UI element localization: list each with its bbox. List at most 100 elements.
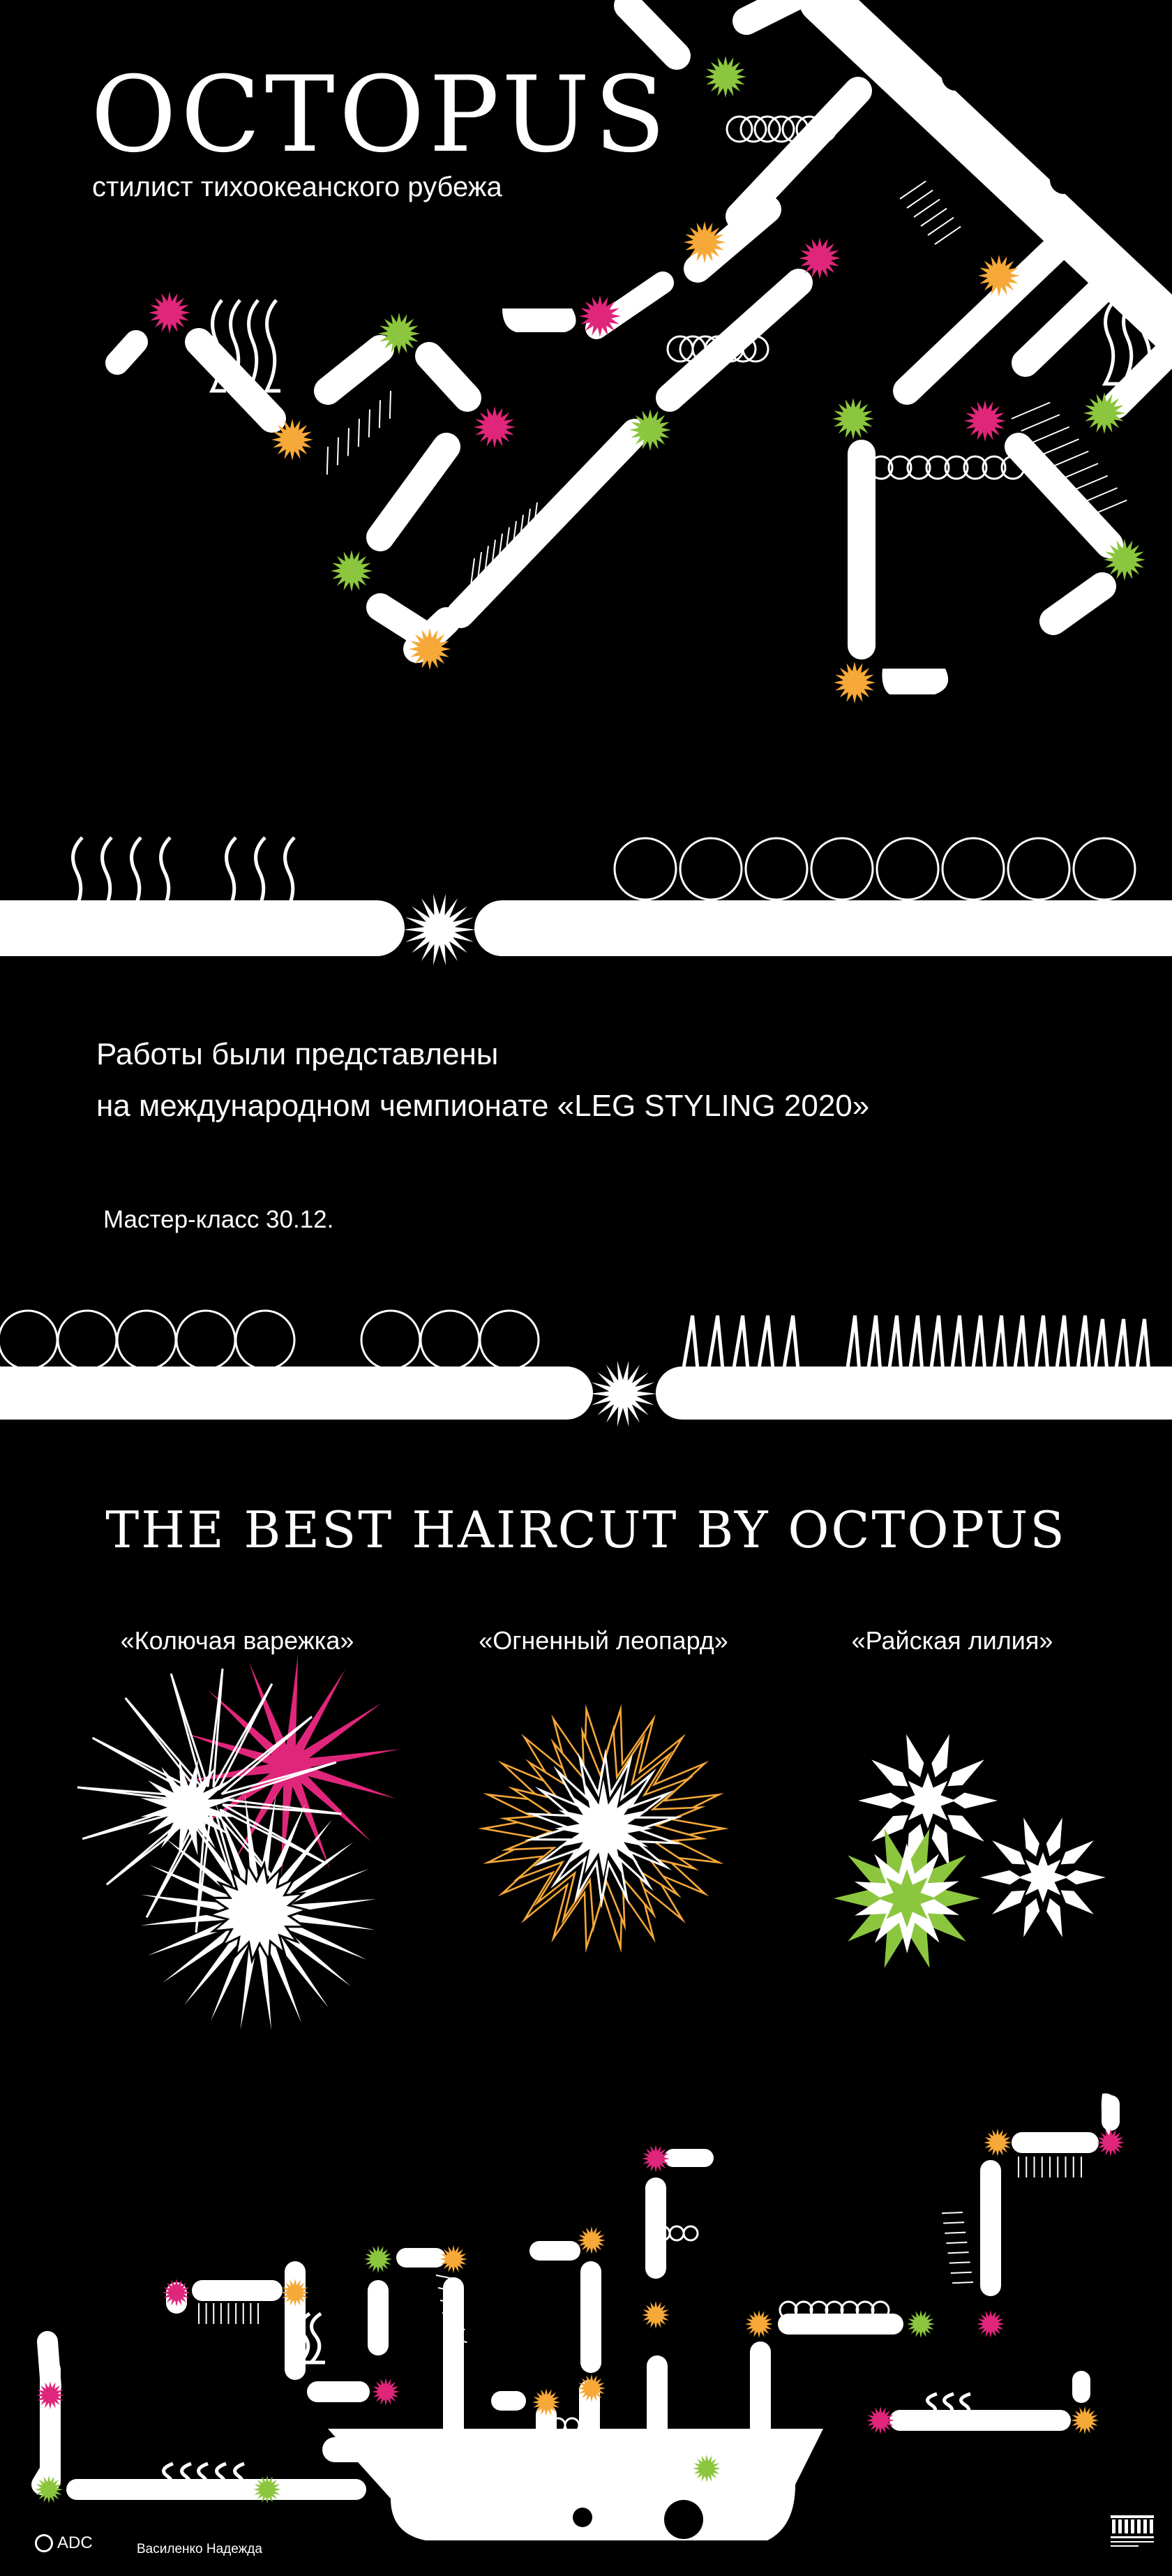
tentacle-tip — [882, 669, 949, 694]
fringe-hair — [952, 2281, 974, 2284]
fringe-hair — [326, 446, 329, 475]
urchin-star — [977, 2310, 1005, 2338]
suction-cup — [682, 2225, 699, 2242]
curly-hair — [98, 836, 116, 916]
fringe-hair — [1039, 438, 1079, 456]
urchin-star — [253, 2476, 281, 2503]
fringe-hair — [1049, 450, 1089, 468]
tentacle-segment — [614, 0, 691, 70]
curly-hair — [223, 836, 240, 916]
curly-hair — [942, 2392, 958, 2420]
page-title: OCTOPUS — [91, 54, 670, 176]
suction-cup — [729, 335, 757, 363]
urchin-star — [149, 292, 190, 334]
tentacle-segment — [1012, 255, 1137, 377]
tentacle-tip — [1101, 2093, 1117, 2136]
suction-cup — [726, 115, 753, 143]
spiky-hair — [682, 1315, 800, 1369]
suction-cup — [419, 1309, 481, 1371]
fringe-hair — [1078, 487, 1118, 505]
haircut-illustrations — [77, 1654, 1106, 2030]
suction-cup — [57, 1309, 118, 1371]
suction-cup — [925, 455, 950, 480]
tentacle-segment — [446, 419, 649, 628]
fringe-hair — [440, 2300, 461, 2305]
fringe-hair — [389, 390, 391, 419]
urchin-star — [474, 406, 516, 448]
fringe-hair — [950, 2271, 972, 2274]
tentacle-segment — [105, 330, 148, 375]
fringe-hair — [906, 189, 933, 209]
suction-cup — [941, 837, 1005, 901]
fringe-hair — [934, 225, 961, 245]
tentacle-tip — [502, 308, 576, 332]
curly-hair — [263, 299, 280, 393]
fringe-hair — [913, 198, 940, 218]
white-spiky-core — [140, 1759, 236, 1856]
urchin-star — [629, 409, 671, 451]
arm-hole — [1050, 166, 1078, 194]
suction-cup — [753, 115, 781, 143]
tentacle-segment — [366, 593, 433, 646]
curly-hair — [69, 836, 87, 916]
urchin-star — [35, 2476, 63, 2503]
masterclass-date: Мастер-класс 30.12. — [103, 1206, 334, 1233]
pink-spiky-burst — [179, 1654, 400, 1877]
suction-cup — [679, 837, 743, 901]
tentacle-bar — [0, 1367, 593, 1420]
suction-cup — [876, 837, 940, 901]
urchin-star — [409, 628, 451, 670]
suction-cup — [809, 115, 837, 143]
fringe-hair — [1059, 463, 1099, 481]
fringe-hair — [482, 546, 489, 588]
fringe-hair — [899, 180, 926, 200]
urchin-star — [684, 221, 726, 263]
suction-cup — [744, 837, 809, 901]
suction-cup — [479, 1309, 540, 1371]
tentacle-bar — [656, 1367, 1172, 1420]
tentacle-segment — [37, 2331, 61, 2397]
curly-hair — [227, 299, 244, 393]
urchin-star — [578, 2226, 606, 2254]
urchin-star — [36, 2381, 64, 2409]
curly-hair — [959, 2392, 975, 2420]
urchin-star — [642, 2301, 670, 2329]
curly-hair — [1102, 299, 1119, 386]
fringe-hair — [927, 216, 954, 236]
fringe-hair — [1021, 414, 1060, 432]
suction-cup — [578, 2417, 594, 2434]
fringe-hair — [368, 409, 370, 438]
urchin-star — [642, 2145, 670, 2173]
white-spiky-outline — [77, 1668, 342, 1933]
tentacle-segment — [684, 195, 781, 283]
spiky-hair — [1093, 1318, 1150, 1369]
suction-cup — [810, 837, 874, 901]
urchin-star — [693, 2455, 721, 2482]
suction-cup — [175, 1309, 236, 1371]
curly-hair — [156, 2462, 177, 2494]
fringe-hair — [437, 2287, 459, 2293]
tentacle-bar — [0, 900, 405, 956]
urchin-star — [163, 2279, 190, 2307]
fringe-hair — [943, 2221, 965, 2224]
suction-cup — [234, 1309, 296, 1371]
work-label-2: «Огненный леопард» — [479, 1626, 728, 1655]
urchin-star — [978, 255, 1020, 297]
fringe-hair — [475, 551, 482, 594]
curly-hair — [252, 836, 269, 916]
tentacle-segment — [366, 433, 460, 551]
urchin-star — [281, 2279, 309, 2307]
suction-cup — [944, 455, 969, 480]
spiky-hair — [846, 1315, 1091, 1369]
suction-cup — [794, 2300, 813, 2320]
fringe-hair — [442, 2312, 463, 2318]
fringe-hair — [1069, 475, 1109, 493]
adc-logo: ADC — [35, 2533, 93, 2553]
fringe-hair — [531, 502, 538, 544]
fringe-hair — [444, 2325, 465, 2330]
suction-cup — [906, 455, 931, 480]
tentacle-segment — [31, 2460, 61, 2495]
fringe-hair — [524, 508, 531, 551]
urchin-star — [1097, 2129, 1125, 2157]
